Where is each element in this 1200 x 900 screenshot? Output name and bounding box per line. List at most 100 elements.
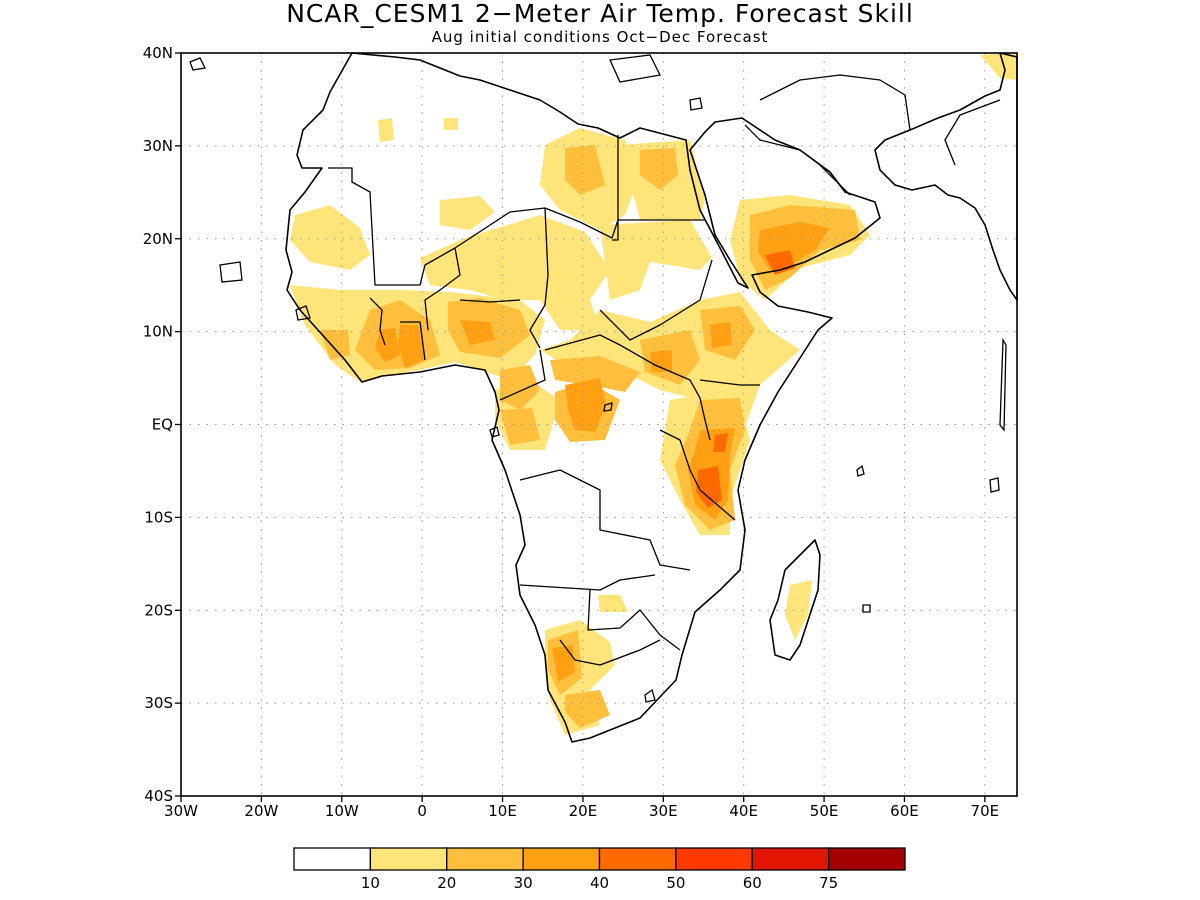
island [989, 477, 1000, 493]
lat-tick-label: 40N [143, 44, 173, 62]
lon-tick-label: 20E [569, 802, 598, 820]
map-title: NCAR_CESM1 2−Meter Air Temp. Forecast Sk… [286, 0, 914, 28]
country-border [459, 299, 521, 303]
colorbar-swatch [293, 847, 372, 871]
coastline [285, 52, 881, 743]
coastline [874, 52, 1018, 301]
skill-region-level-2 [565, 145, 605, 195]
country-border [400, 321, 426, 361]
country-border [499, 349, 546, 401]
skill-region-level-3 [552, 645, 575, 682]
longitude-axis: 30W 20W 10W 0 10E 20E 30E 40E 50E 60E 70E [164, 796, 999, 820]
lon-tick-label: 30W [164, 802, 198, 820]
skill-region-level-1 [290, 205, 370, 270]
island [189, 57, 206, 71]
skill-region-level-1 [600, 220, 712, 300]
country-border [699, 379, 760, 386]
island [689, 97, 703, 111]
lon-tick-label: 30E [649, 802, 678, 820]
country-border [599, 259, 713, 341]
skill-region-level-1 [980, 52, 1017, 80]
lon-tick-label: 40E [729, 802, 758, 820]
island [489, 426, 500, 438]
country-border [659, 429, 736, 521]
island [603, 402, 613, 412]
colorbar-swatch [446, 847, 524, 871]
country-border [544, 334, 711, 441]
skill-region-level-4 [713, 433, 728, 452]
island [862, 604, 871, 613]
colorbar-swatch [675, 847, 753, 871]
colorbar-label: 75 [819, 874, 838, 892]
colorbar-swatch [522, 847, 601, 871]
colorbar-swatch [598, 847, 677, 871]
country-border [744, 124, 851, 196]
lon-tick-label: 20W [244, 802, 278, 820]
lat-tick-label: 40S [144, 787, 173, 805]
skill-region-level-3 [375, 328, 400, 362]
lat-tick-label: 10S [144, 508, 173, 526]
island [644, 688, 656, 703]
country-border [369, 297, 386, 346]
lat-tick-label: 30S [144, 694, 173, 712]
island [295, 305, 311, 321]
coastlines [285, 52, 1018, 743]
colorbar-swatch [751, 847, 830, 871]
island [219, 261, 243, 283]
lat-lon-grid [181, 53, 1017, 796]
skill-region-level-1 [440, 196, 495, 230]
skill-region-level-1 [444, 118, 458, 130]
lon-tick-label: 0 [417, 802, 427, 820]
colorbar: 10 20 30 40 50 60 75 [293, 847, 906, 892]
skill-region-level-3 [650, 350, 672, 372]
lat-tick-label: 10N [143, 323, 173, 341]
skill-region-level-3 [398, 325, 425, 368]
skill-region-level-3 [565, 378, 606, 432]
skill-region-level-1 [378, 118, 394, 142]
colorbar-label: 60 [743, 874, 762, 892]
lat-tick-label: 30N [143, 137, 173, 155]
lon-tick-label: 10E [488, 802, 517, 820]
colorbar-label: 30 [514, 874, 533, 892]
country-border [519, 574, 656, 591]
colorbar-swatch [827, 847, 906, 871]
skill-region-level-2 [320, 330, 350, 360]
country-border [612, 135, 619, 241]
skill-region-level-2 [500, 408, 540, 445]
colorbar-swatch [369, 847, 448, 871]
lon-tick-label: 60E [890, 802, 919, 820]
country-borders [328, 74, 1001, 666]
country-border [944, 99, 1001, 166]
skill-region-level-1 [785, 580, 812, 640]
skill-region-level-1 [598, 595, 628, 612]
colorbar-label: 20 [437, 874, 456, 892]
skill-region-level-1 [420, 215, 610, 330]
country-border [587, 589, 681, 651]
coastline [769, 539, 821, 661]
country-border [328, 167, 705, 286]
skill-region-level-2 [640, 148, 678, 190]
colorbar-label: 50 [666, 874, 685, 892]
skill-region-level-4 [696, 466, 722, 508]
country-border [759, 74, 911, 131]
lon-tick-label: 70E [971, 802, 1000, 820]
country-border [529, 207, 549, 349]
skill-region-level-2 [550, 356, 640, 392]
skill-region-level-2 [500, 365, 540, 410]
skill-region-level-4 [765, 250, 795, 275]
skill-region-level-3 [460, 320, 495, 345]
lat-tick-label: 20S [144, 601, 173, 619]
island [999, 337, 1007, 432]
island [609, 54, 661, 83]
country-border [559, 639, 661, 666]
skill-region-level-2 [565, 690, 610, 728]
country-border [424, 247, 461, 331]
islands [189, 54, 1007, 703]
lon-tick-label: 50E [810, 802, 839, 820]
island [856, 464, 865, 477]
colorbar-label: 40 [590, 874, 609, 892]
country-border [519, 469, 691, 571]
map-subtitle: Aug initial conditions Oct−Dec Forecast [431, 28, 769, 46]
colorbar-label: 10 [361, 874, 380, 892]
